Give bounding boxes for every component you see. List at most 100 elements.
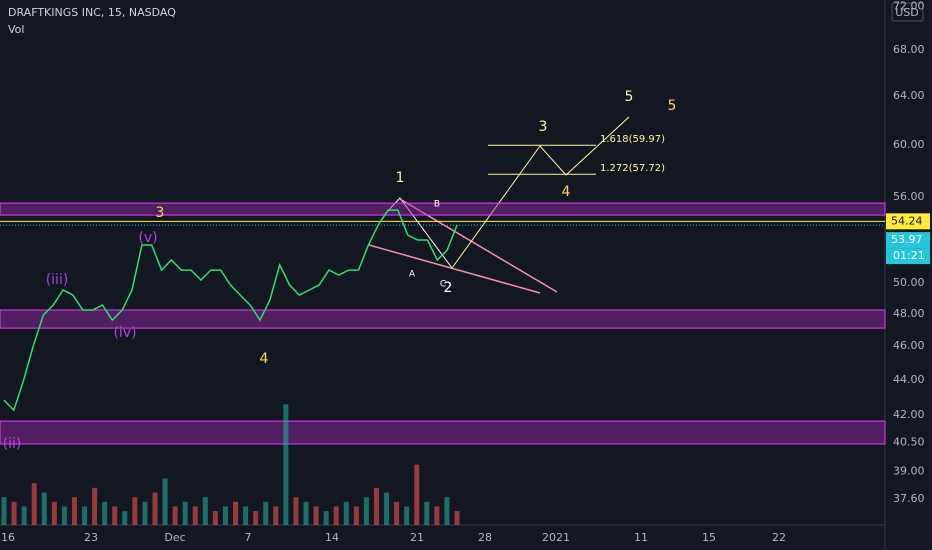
volume-bar [414, 464, 420, 525]
y-tick-label: 72.00 [893, 0, 925, 13]
y-tick-label: 46.00 [893, 339, 925, 352]
volume-bar [444, 497, 450, 525]
volume-bar [243, 506, 249, 525]
price-line-series [3, 209, 458, 412]
volume-bar [192, 506, 198, 525]
volume-bar [293, 497, 299, 525]
volume-bar [41, 492, 47, 525]
volume-bar [424, 501, 430, 525]
x-tick-label: 7 [245, 531, 252, 544]
volume-bar [152, 492, 158, 525]
volume-bar [222, 506, 228, 525]
x-tick-label: 16 [1, 531, 15, 544]
volume-bar [283, 404, 289, 525]
zone [0, 202, 886, 216]
y-tick-label: 64.00 [893, 89, 925, 102]
y-tick-label: 42.00 [893, 408, 925, 421]
wave-label: (ii) [3, 436, 22, 452]
plot: 1.618(59.97) 1.272(57.72) [0, 116, 886, 525]
volume-bar [71, 497, 77, 525]
volume-bar [303, 501, 309, 525]
volume-bar [263, 501, 269, 525]
x-tick-label: 21 [410, 531, 424, 544]
volume-bar [1, 497, 7, 525]
price-tag-label: 53.97 [891, 233, 923, 246]
countdown: 01:21 [893, 249, 925, 262]
volume-bar [212, 511, 218, 525]
x-tick-label: 14 [325, 531, 339, 544]
volume-bar [92, 487, 98, 525]
volume-bar [273, 506, 279, 525]
volume-bar [233, 501, 239, 525]
volume-bar [122, 511, 128, 525]
volume-bar [172, 506, 178, 525]
wave-label: 4 [562, 184, 571, 200]
volume-bar [323, 511, 329, 525]
volume-bar [102, 501, 108, 525]
y-tick-label: 39.00 [893, 464, 925, 477]
wave-label: 3 [539, 119, 548, 135]
wave-label: 5 [625, 89, 634, 105]
wave-label: 3 [156, 205, 165, 221]
volume-bar [384, 492, 390, 525]
wedge-line [368, 244, 541, 294]
volume-bar [202, 497, 208, 525]
price-tag [886, 232, 930, 249]
wave-label: (iv) [113, 325, 136, 341]
y-tick-label: 68.00 [893, 43, 925, 56]
volume-label: Vol [8, 23, 24, 36]
y-tick-label: 48.00 [893, 307, 925, 320]
price-tag [886, 213, 930, 230]
volume-bar [343, 501, 349, 525]
x-tick-label: Dec [164, 531, 185, 544]
volume-bar [373, 487, 379, 525]
volume-bar [363, 497, 369, 525]
volume-bar [142, 501, 148, 525]
wave-label: C [440, 280, 446, 290]
y-tick-label: 56.00 [893, 190, 925, 203]
wave-label: (iii) [46, 272, 69, 288]
currency: USD [895, 6, 919, 19]
wave-label: 4 [260, 351, 269, 367]
x-tick-label: 15 [702, 531, 716, 544]
y-tick-label: 40.50 [893, 436, 925, 449]
wave-label: 5 [668, 98, 677, 114]
wave-label: 2 [444, 280, 453, 296]
volume-bar [82, 506, 88, 525]
x-tick-label: 23 [84, 531, 98, 544]
volume-bar [21, 506, 27, 525]
volume-bar [333, 506, 339, 525]
volume-bar [253, 511, 259, 525]
volume-bar [182, 501, 188, 525]
wave-label: (v) [138, 230, 157, 246]
currency-box[interactable] [891, 2, 924, 22]
chart-title: DRAFTKINGS INC, 15, NASDAQ [8, 6, 176, 19]
volume-bar [353, 506, 359, 525]
wave-label: 1 [396, 170, 405, 186]
volume-bar [61, 506, 67, 525]
price-tag-label: 54.24 [891, 214, 923, 227]
x-tick-label: 11 [634, 531, 648, 544]
volume-bar [31, 483, 37, 525]
wedge-line [399, 198, 558, 293]
y-tick-label: 50.00 [893, 276, 925, 289]
volume-bar [162, 478, 168, 525]
y-tick-label: 37.60 [893, 492, 925, 505]
countdown-tag [886, 248, 930, 265]
y-tick-label: 60.00 [893, 138, 925, 151]
fib-label: 1.272(57.72) [600, 163, 665, 174]
x-tick-label: 2021 [542, 531, 570, 544]
wave-label: A [409, 270, 416, 280]
volume-bar [313, 506, 319, 525]
projection-line [451, 116, 630, 269]
volume-bar [51, 501, 57, 525]
volume-bar [454, 511, 460, 525]
volume-bar [112, 506, 118, 525]
x-tick-label: 28 [478, 531, 492, 544]
y-tick-label: 44.00 [893, 373, 925, 386]
x-tick-label: 22 [772, 531, 786, 544]
wave-label: B [434, 200, 440, 210]
